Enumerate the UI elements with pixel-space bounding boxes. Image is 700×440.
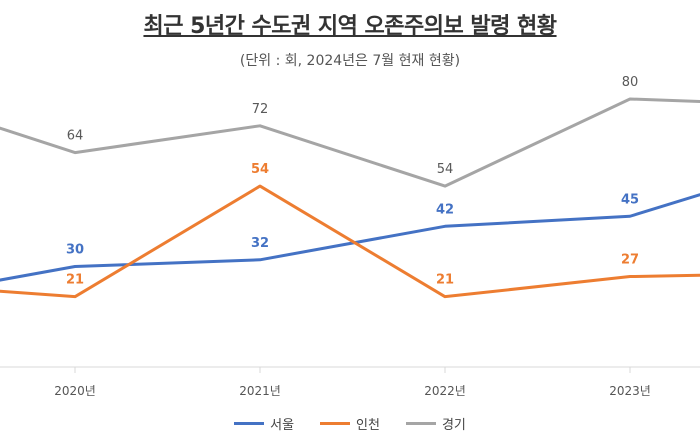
data-label-인천: 27 [621, 253, 639, 268]
data-label-서울: 32 [251, 236, 269, 251]
series-line-경기 [0, 97, 700, 188]
series-line-인천 [0, 184, 700, 299]
chart-legend: 서울 인천 경기 [0, 414, 700, 433]
legend-label-incheon: 인천 [356, 418, 380, 433]
x-tick-label: 2023년 [609, 384, 651, 398]
legend-swatch-gyeonggi [405, 422, 436, 425]
data-label-경기: 64 [67, 129, 84, 144]
legend-item-incheon: 인천 [320, 414, 380, 433]
data-label-서울: 45 [621, 192, 639, 207]
data-label-경기: 80 [622, 75, 639, 90]
data-label-인천: 21 [436, 273, 454, 288]
legend-item-gyeonggi: 경기 [405, 414, 466, 433]
data-label-서울: 42 [436, 202, 454, 217]
data-label-경기: 72 [252, 102, 269, 117]
x-tick-label: 2020년 [54, 384, 96, 398]
legend-label-gyeonggi: 경기 [441, 418, 466, 433]
data-label-인천: 54 [251, 162, 269, 177]
legend-item-seoul: 서울 [234, 414, 294, 433]
data-label-인천: 21 [66, 273, 84, 288]
data-label-서울: 30 [66, 243, 84, 258]
x-tick-label: 2021년 [239, 384, 281, 398]
legend-swatch-incheon [320, 422, 351, 425]
data-label-경기: 54 [437, 162, 454, 177]
chart-subtitle: (단위 : 회, 2024년은 7월 현재 현황) [239, 53, 461, 69]
chart-title: 최근 5년간 수도권 지역 오존주의보 발령 현황 [143, 14, 557, 39]
legend-swatch-seoul [234, 422, 265, 425]
x-tick-label: 2022년 [424, 384, 466, 398]
legend-label-seoul: 서울 [270, 418, 295, 433]
